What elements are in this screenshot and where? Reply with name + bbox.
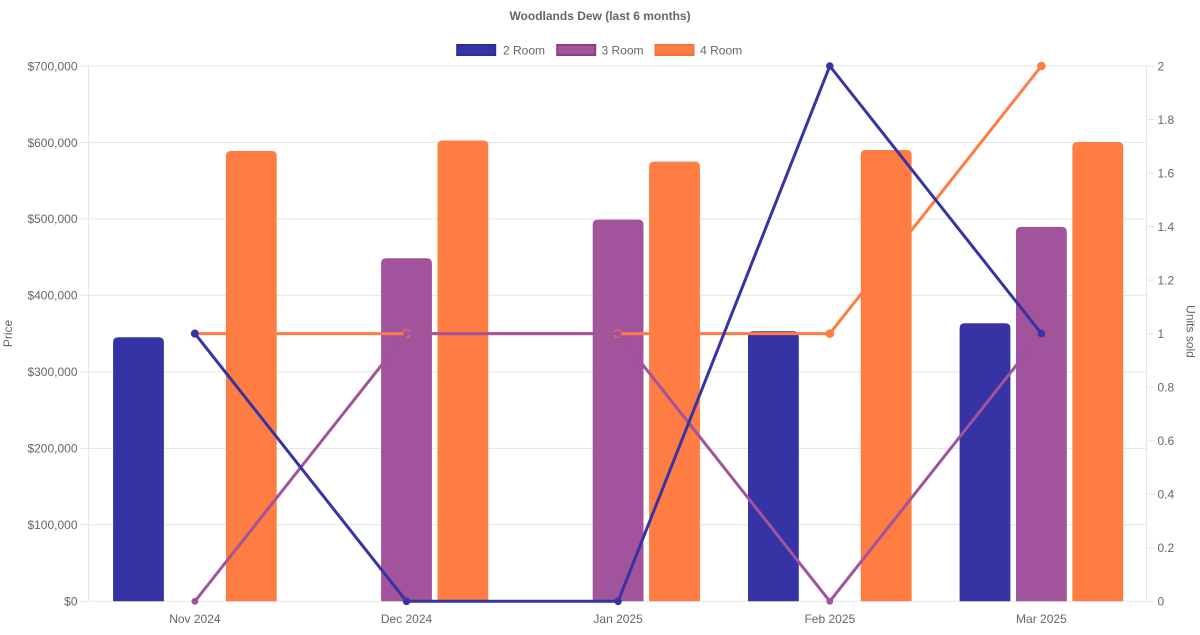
svg-text:Jan 2025: Jan 2025 bbox=[593, 612, 643, 626]
svg-text:3 Room: 3 Room bbox=[602, 43, 644, 57]
svg-text:$500,000: $500,000 bbox=[27, 212, 77, 226]
svg-text:Price: Price bbox=[1, 320, 15, 348]
svg-text:1.6: 1.6 bbox=[1158, 166, 1175, 180]
svg-text:2: 2 bbox=[1158, 59, 1165, 73]
svg-text:0: 0 bbox=[1158, 595, 1165, 609]
svg-text:$600,000: $600,000 bbox=[27, 136, 77, 150]
svg-text:0.6: 0.6 bbox=[1158, 434, 1175, 448]
svg-text:1.8: 1.8 bbox=[1158, 113, 1175, 127]
svg-text:Dec 2024: Dec 2024 bbox=[381, 612, 433, 626]
svg-text:$400,000: $400,000 bbox=[27, 289, 77, 303]
svg-text:Nov 2024: Nov 2024 bbox=[169, 612, 221, 626]
svg-text:$0: $0 bbox=[64, 595, 78, 609]
svg-text:$300,000: $300,000 bbox=[27, 365, 77, 379]
svg-text:4 Room: 4 Room bbox=[700, 43, 742, 57]
svg-text:1: 1 bbox=[1158, 327, 1165, 341]
svg-text:Feb 2025: Feb 2025 bbox=[804, 612, 855, 626]
svg-text:1.4: 1.4 bbox=[1158, 220, 1175, 234]
svg-text:0.8: 0.8 bbox=[1158, 381, 1175, 395]
svg-text:Units sold: Units sold bbox=[1184, 305, 1198, 358]
svg-text:Woodlands Dew (last 6 months): Woodlands Dew (last 6 months) bbox=[509, 9, 690, 23]
svg-text:2 Room: 2 Room bbox=[503, 43, 545, 57]
svg-text:$200,000: $200,000 bbox=[27, 442, 77, 456]
svg-text:$100,000: $100,000 bbox=[27, 518, 77, 532]
svg-text:1.2: 1.2 bbox=[1158, 273, 1175, 287]
svg-text:0.4: 0.4 bbox=[1158, 488, 1175, 502]
svg-text:$700,000: $700,000 bbox=[27, 59, 77, 73]
svg-text:0.2: 0.2 bbox=[1158, 541, 1175, 555]
svg-text:Mar 2025: Mar 2025 bbox=[1016, 612, 1067, 626]
